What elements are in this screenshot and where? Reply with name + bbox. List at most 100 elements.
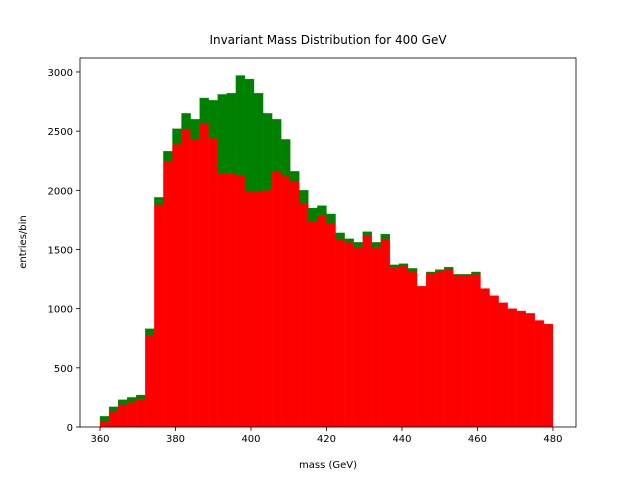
histogram-bar <box>471 274 481 428</box>
y-tick-label: 0 <box>67 423 73 434</box>
y-tick-label: 500 <box>54 364 73 375</box>
histogram-bar <box>181 113 191 129</box>
histogram-bar <box>190 139 200 428</box>
histogram-bar <box>453 275 463 428</box>
histogram-bar <box>371 246 381 428</box>
histogram-bar <box>380 233 391 239</box>
histogram-bar <box>362 231 372 236</box>
histogram-bar <box>416 286 427 428</box>
histogram-bar <box>136 399 146 428</box>
histogram-bar <box>199 122 209 428</box>
chart-title: Invariant Mass Distribution for 400 GeV <box>209 33 447 47</box>
x-tick-label: 380 <box>166 434 185 445</box>
histogram-bar <box>117 399 128 405</box>
histogram-bar <box>425 273 436 428</box>
histogram-bar <box>281 175 291 428</box>
histogram-bar <box>308 207 318 222</box>
histogram-bar <box>425 271 436 274</box>
histogram-bar <box>172 128 182 145</box>
histogram-bar <box>163 161 173 428</box>
histogram-bar <box>489 295 499 428</box>
histogram-bar <box>498 302 508 428</box>
histogram-bar <box>525 313 536 428</box>
histogram-bar <box>353 242 363 248</box>
histogram-bar <box>435 269 445 271</box>
histogram-bar <box>543 323 554 428</box>
histogram-bar <box>235 174 246 428</box>
histogram-bar <box>217 94 227 174</box>
axes-frame <box>79 57 577 428</box>
histogram-bar <box>281 139 291 177</box>
histogram-bar <box>326 213 336 224</box>
histogram-bar <box>353 246 363 428</box>
histogram-bar <box>99 420 110 428</box>
x-tick-label: 420 <box>317 434 336 445</box>
histogram-bar <box>407 268 418 273</box>
x-tick-label: 360 <box>90 434 109 445</box>
histogram-bar <box>108 406 119 412</box>
histogram-bar <box>462 275 472 428</box>
x-tick-label: 440 <box>392 434 411 445</box>
y-tick-label: 1500 <box>48 245 73 256</box>
histogram-bar <box>344 242 354 428</box>
histogram-bar <box>507 308 517 428</box>
histogram-bar <box>262 113 273 191</box>
histogram-bar <box>127 401 137 428</box>
histogram-bar <box>335 238 345 428</box>
y-tick-label: 2500 <box>48 127 73 138</box>
histogram-bar <box>326 223 336 428</box>
histogram-bar <box>290 171 300 181</box>
histogram-bar <box>480 288 490 428</box>
y-tick-label: 3000 <box>48 68 73 79</box>
histogram-bar <box>145 335 155 428</box>
histogram-bar <box>235 75 246 176</box>
histogram-bar <box>217 173 227 428</box>
histogram-bar <box>208 100 218 139</box>
histogram-bar <box>444 267 454 270</box>
histogram-bar <box>145 328 155 337</box>
histogram-bar <box>534 320 545 428</box>
plot-area <box>99 75 554 428</box>
histogram-bar <box>244 191 255 428</box>
histogram-bar <box>99 416 110 422</box>
histogram-bar <box>335 232 345 239</box>
histogram-bar <box>271 171 282 428</box>
histogram-bar <box>317 205 327 216</box>
histogram-bar <box>380 238 391 428</box>
x-tick-label: 400 <box>241 434 260 445</box>
histogram-bar <box>117 404 128 428</box>
histogram-bar <box>398 263 409 267</box>
histogram-bar <box>262 190 273 428</box>
histogram-bar <box>471 271 481 275</box>
histogram-bar <box>299 203 309 428</box>
histogram-bar <box>154 204 164 428</box>
histogram-bar <box>344 238 354 243</box>
histogram-bar <box>462 274 472 276</box>
histogram-bar <box>208 138 218 428</box>
histogram-bar <box>154 197 164 205</box>
histogram-bar <box>398 265 409 428</box>
histogram-bar <box>389 264 400 268</box>
histogram-bar <box>253 93 264 192</box>
histogram-bar <box>199 97 209 124</box>
histogram-bar <box>244 78 255 192</box>
histogram-bar <box>290 180 300 428</box>
histogram-bar <box>371 242 381 248</box>
x-axis-label: mass (GeV) <box>299 460 357 471</box>
histogram-bar <box>453 274 463 276</box>
histogram-bar <box>516 310 526 428</box>
histogram-bar <box>253 191 264 428</box>
y-tick-label: 1000 <box>48 305 73 316</box>
histogram-bar <box>163 151 173 163</box>
histogram-bar <box>407 271 418 428</box>
histogram-bar <box>389 267 400 428</box>
histogram-bar <box>444 269 454 428</box>
histogram-bar <box>362 235 372 428</box>
x-tick-label: 460 <box>468 434 487 445</box>
histogram-bar <box>317 215 327 428</box>
histogram-bar <box>226 173 237 428</box>
histogram-bar <box>172 144 182 428</box>
y-axis-label: entries/bin <box>18 215 29 269</box>
